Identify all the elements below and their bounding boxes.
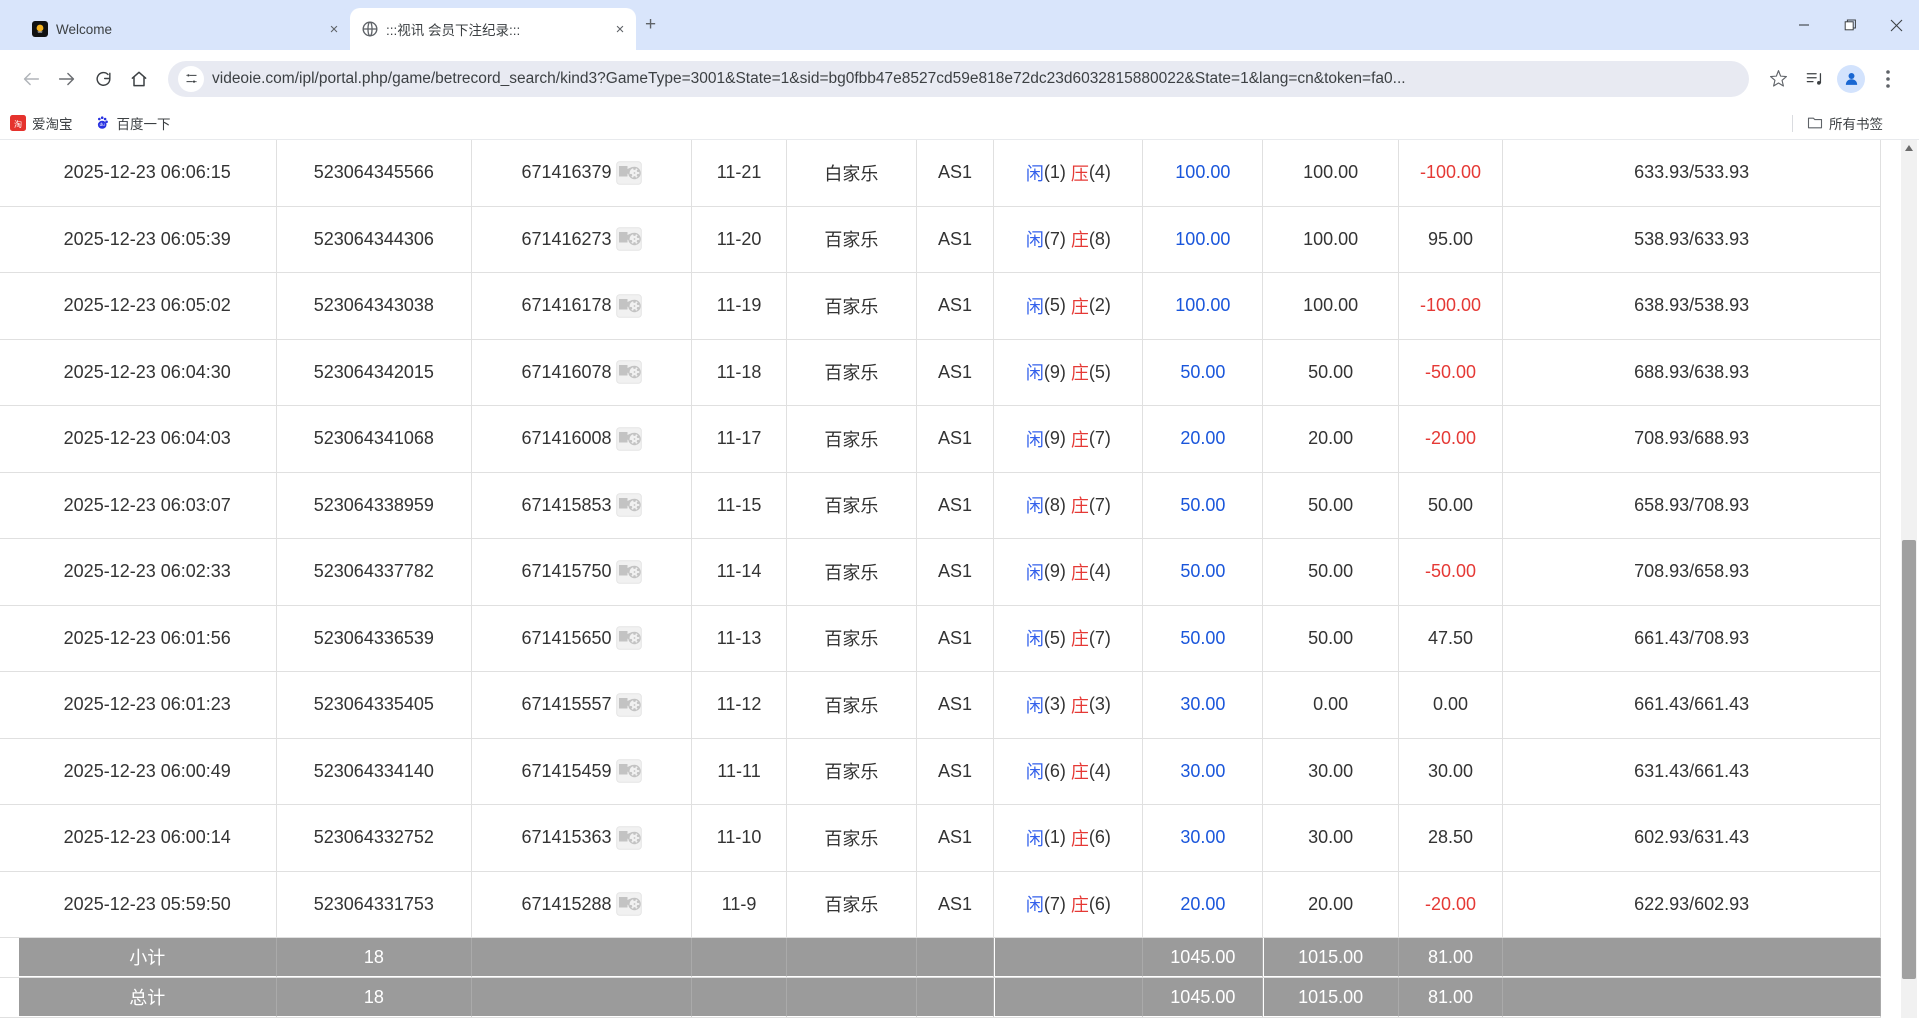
svg-text:淘: 淘 [14,119,22,129]
svg-text:du: du [99,122,105,127]
